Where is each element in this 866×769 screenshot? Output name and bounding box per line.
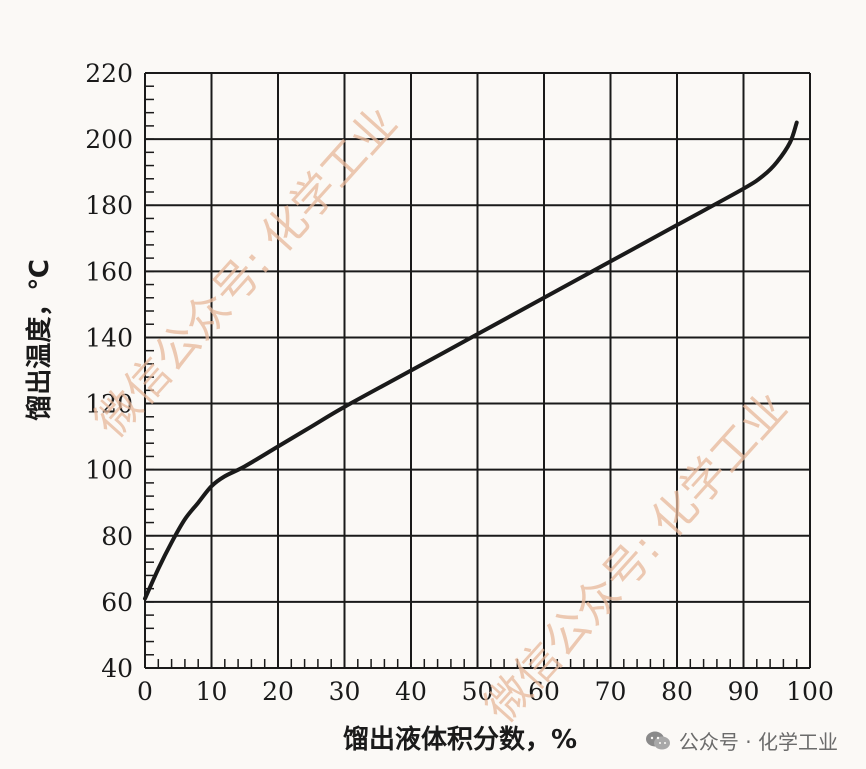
x-tick-label-90: 90	[728, 677, 760, 706]
y-tick-label-40: 40	[101, 654, 133, 683]
x-tick-label-70: 70	[595, 677, 627, 706]
y-tick-label-120: 120	[85, 390, 133, 419]
x-tick-label-30: 30	[329, 677, 361, 706]
x-tick-label-50: 50	[462, 677, 494, 706]
y-tick-label-220: 220	[85, 59, 133, 88]
x-axis-title: 馏出液体积分数，%	[343, 725, 577, 755]
y-tick-label-60: 60	[101, 588, 133, 617]
footer-watermark: 公众号 · 化学工业	[645, 726, 838, 755]
y-axis-title: 馏出温度，℃	[24, 259, 55, 421]
series-group	[143, 120, 799, 601]
watermark-1: 微信公众号: 化学工业	[85, 98, 407, 448]
grid	[144, 72, 811, 669]
y-tick-labels: 40 60 80 100 120 140 160 180 200 220	[85, 59, 133, 683]
footer-text: 公众号 · 化学工业	[678, 730, 838, 754]
y-tick-label-160: 160	[85, 257, 133, 286]
x-tick-label-0: 0	[137, 677, 153, 706]
series-line-0	[143, 120, 799, 601]
watermarks: 微信公众号: 化学工业 微信公众号: 化学工业	[85, 98, 797, 733]
y-tick-label-180: 180	[85, 191, 133, 220]
y-tick-label-140: 140	[85, 323, 133, 352]
minor-ticks	[144, 72, 811, 669]
y-tick-label-80: 80	[101, 522, 133, 551]
x-tick-label-10: 10	[196, 677, 228, 706]
x-tick-labels: 0 10 20 30 40 50 60 70 80 90 100	[137, 677, 834, 706]
x-tick-label-60: 60	[528, 677, 560, 706]
x-tick-label-100: 100	[786, 677, 834, 706]
x-tick-label-40: 40	[395, 677, 427, 706]
x-tick-label-20: 20	[262, 677, 294, 706]
y-tick-label-200: 200	[85, 125, 133, 154]
y-tick-label-100: 100	[85, 456, 133, 485]
x-tick-label-80: 80	[661, 677, 693, 706]
wechat-icon	[645, 731, 670, 749]
